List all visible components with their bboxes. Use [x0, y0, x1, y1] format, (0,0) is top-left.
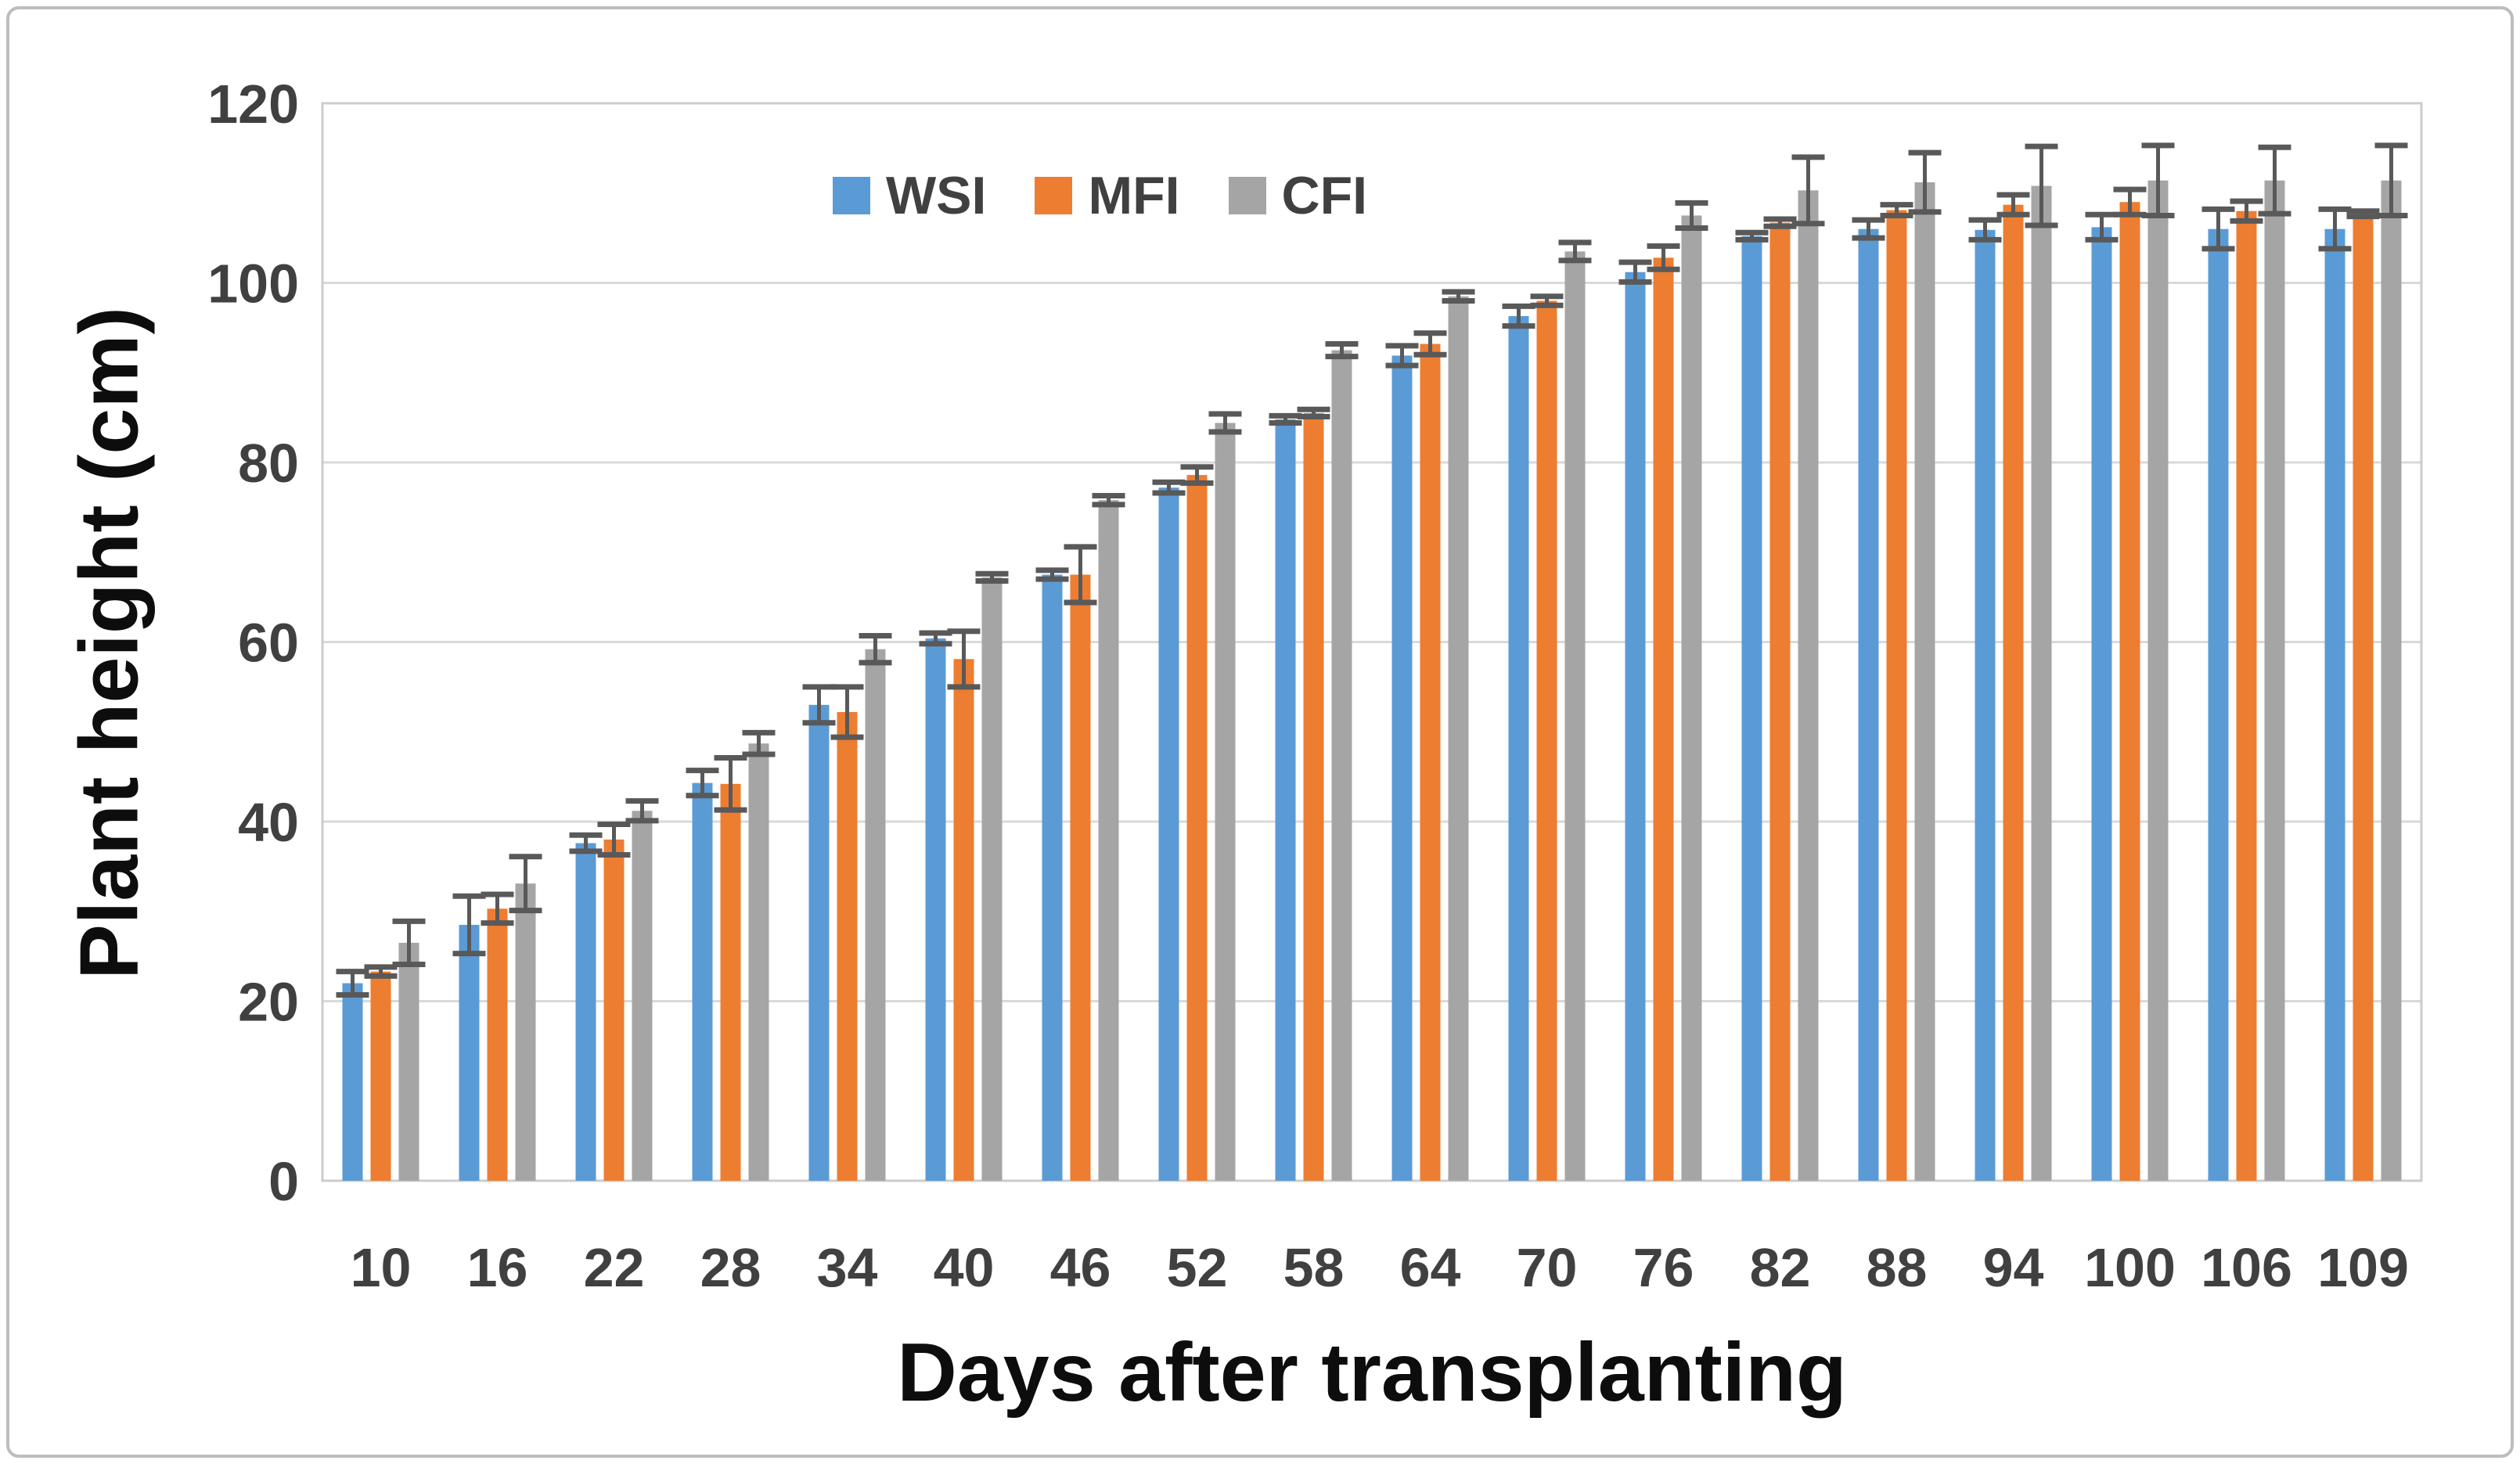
bar-wsi [2091, 227, 2112, 1182]
x-tick-label: 28 [700, 1237, 761, 1298]
bar-wsi [1158, 487, 1179, 1181]
bar-mfi [1070, 574, 1091, 1181]
legend-item-cfi: CFI [1228, 166, 1368, 225]
cfi-swatch-icon [1228, 177, 1266, 214]
bar-cfi [2381, 180, 2402, 1181]
bar-cfi [1564, 251, 1586, 1181]
bar-mfi [487, 908, 508, 1181]
x-tick-label: 109 [2317, 1237, 2409, 1298]
bar-mfi [2353, 214, 2374, 1182]
x-tick-label: 16 [467, 1237, 528, 1298]
bar-mfi [1536, 300, 1557, 1182]
x-tick-label: 94 [1983, 1237, 2044, 1298]
bar-mfi [953, 659, 974, 1181]
bar-cfi [1215, 423, 1236, 1181]
bar-cfi [865, 649, 886, 1181]
y-tick-label: 120 [207, 74, 299, 135]
bar-wsi [1975, 229, 1996, 1181]
y-tick-label: 100 [207, 254, 299, 315]
y-axis-title: Plant height (cm) [63, 307, 156, 980]
x-tick-label: 10 [351, 1237, 412, 1298]
legend-label-cfi: CFI [1281, 166, 1368, 225]
bar-cfi [1681, 215, 1702, 1181]
x-axis-title: Days after transplanting [897, 1326, 1847, 1419]
bar-wsi [1858, 228, 1879, 1181]
bar-mfi [370, 971, 391, 1181]
x-tick-label: 52 [1167, 1237, 1228, 1298]
x-tick-label: 76 [1633, 1237, 1694, 1298]
bar-wsi [1625, 272, 1646, 1182]
bar-wsi [808, 704, 830, 1181]
plot-border [321, 102, 2423, 1182]
bar-mfi [2236, 210, 2257, 1182]
bar-wsi [575, 843, 596, 1181]
bar-wsi [1391, 355, 1413, 1181]
bar-cfi [1914, 182, 1935, 1182]
bar-cfi [515, 883, 536, 1181]
x-tick-label: 58 [1283, 1237, 1345, 1298]
legend-item-mfi: MFI [1035, 166, 1180, 225]
bar-cfi [398, 942, 419, 1181]
bar-wsi [1508, 315, 1529, 1181]
x-tick-label: 22 [584, 1237, 645, 1298]
bar-cfi [2264, 180, 2285, 1181]
chart-legend: WSI MFI CFI [833, 169, 1367, 222]
bar-mfi [1420, 344, 1441, 1181]
bar-wsi [342, 983, 363, 1181]
bar-cfi [632, 811, 653, 1181]
bar-wsi [2324, 228, 2345, 1181]
bar-cfi [981, 577, 1003, 1181]
y-tick-label: 20 [238, 972, 299, 1033]
bar-mfi [1186, 475, 1208, 1181]
y-tick-label: 0 [268, 1151, 299, 1212]
y-tick-label: 80 [238, 433, 299, 494]
bar-wsi [459, 924, 480, 1181]
bar-wsi [1275, 419, 1296, 1181]
x-tick-label: 40 [934, 1237, 995, 1298]
bar-cfi [1098, 500, 1119, 1181]
bar-wsi [925, 638, 946, 1181]
bar-mfi [1886, 210, 1907, 1181]
legend-item-wsi: WSI [833, 169, 986, 222]
bar-cfi [2147, 180, 2169, 1181]
x-tick-label: 82 [1750, 1237, 1811, 1298]
bar-mfi [2119, 202, 2140, 1182]
x-tick-label: 46 [1050, 1237, 1111, 1298]
x-tick-label: 64 [1400, 1237, 1461, 1298]
bar-chart: 0 20 40 60 80 100 120 10 16 22 28 34 40 46 52 58 64 70 76 8… [207, 74, 2423, 1298]
legend-label-wsi: WSI [886, 166, 987, 225]
x-tick-label: 70 [1517, 1237, 1578, 1298]
bar-mfi [603, 839, 625, 1181]
y-tick-label: 40 [238, 792, 299, 853]
bar-wsi [1741, 236, 1762, 1182]
bar-mfi [1303, 412, 1324, 1181]
bar-cfi [748, 743, 769, 1181]
bar-cfi [1448, 296, 1469, 1181]
bar-mfi [1653, 257, 1674, 1181]
mfi-swatch-icon [1035, 177, 1073, 214]
figure-frame: 0 20 40 60 80 100 120 10 16 22 28 34 40 46 52 58 64 70 76 8… [6, 6, 2514, 1458]
x-tick-label: 100 [2084, 1237, 2176, 1298]
bar-mfi [720, 783, 741, 1181]
bar-mfi [2003, 204, 2024, 1181]
x-tick-label: 34 [817, 1237, 878, 1298]
bar-wsi [692, 782, 713, 1181]
bar-mfi [1769, 222, 1791, 1182]
bar-cfi [1331, 350, 1352, 1181]
legend-label-mfi: MFI [1088, 166, 1180, 225]
bar-cfi [2031, 185, 2052, 1181]
y-tick-label: 60 [238, 613, 299, 674]
bar-cfi [1798, 190, 1819, 1181]
x-tick-label: 88 [1867, 1237, 1928, 1298]
x-tick-label: 106 [2201, 1237, 2292, 1298]
bar-wsi [2208, 228, 2229, 1181]
bar-mfi [837, 712, 858, 1181]
wsi-swatch-icon [833, 177, 870, 214]
bar-wsi [1042, 574, 1063, 1181]
